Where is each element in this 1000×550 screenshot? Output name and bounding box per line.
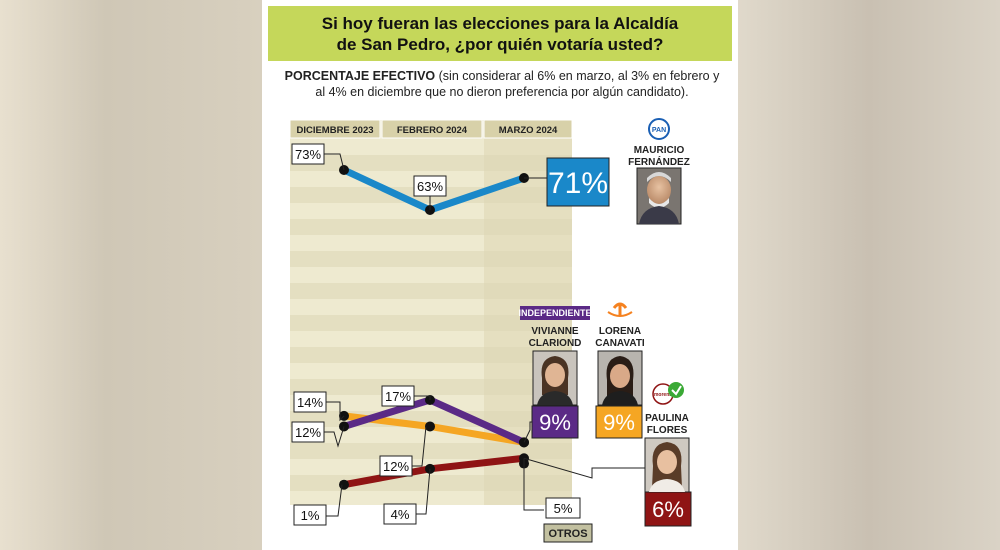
chart-title: Si hoy fueran las elecciones para la Alc…: [321, 13, 679, 54]
blurred-background-right: [738, 0, 1000, 550]
label-clariond-dec-box: [291, 421, 325, 443]
label-canavati-feb: 12%: [383, 459, 409, 474]
label-connector: [412, 426, 427, 467]
label-connector: [326, 401, 345, 422]
canavati-photo: [597, 350, 643, 406]
label-canavati-dec-box: [293, 391, 327, 413]
label-connector: [414, 395, 431, 400]
subtitle-bold: PORCENTAJE EFECTIVO: [284, 69, 436, 83]
label-canavati-final-box: [595, 405, 643, 439]
line-chart: DICIEMBRE 2023 FEBRERO 2024 MARZO 2024 73%…: [289, 118, 692, 543]
mc-logo-icon: [607, 302, 633, 317]
column-header-cell: [381, 119, 483, 139]
otros-name: OTROS: [548, 528, 587, 540]
otros-badge: [543, 523, 593, 543]
grid-band: [290, 475, 572, 491]
label-flores-dec-box: [293, 504, 327, 526]
grid-band: [290, 347, 572, 363]
label-flores-feb: 4%: [391, 507, 410, 522]
clariond-party: INDEPENDIENTE: [518, 308, 591, 318]
infographic-card: Si hoy fueran las elecciones para la Alc…: [262, 0, 738, 550]
x-tick-label: FEBRERO 2024: [397, 125, 468, 136]
title-banner: Si hoy fueran las elecciones para la Alc…: [268, 6, 732, 61]
grid-band: [290, 283, 572, 299]
data-point-flores: [339, 479, 349, 490]
label-fernandez-dec: 73%: [295, 147, 321, 162]
label-flores-final-box: [644, 491, 692, 527]
label-clariond-final-box: [531, 405, 579, 439]
value-labels: 73% 63% 71% 14% 12% 17% 12% 1% 4% 9% 9% 6% 5% OTROS: [291, 143, 692, 543]
label-connector: [326, 484, 343, 517]
label-otros-final-box: [545, 497, 581, 519]
label-connector: [416, 468, 431, 515]
label-clariond-final: 9%: [539, 410, 571, 435]
label-clariond-dec: 12%: [295, 425, 321, 440]
label-connector: [523, 457, 647, 479]
svg-text:PAN: PAN: [652, 127, 666, 134]
blurred-background-left: [0, 0, 262, 550]
label-canavati-feb-box: [379, 455, 413, 477]
clariond-name-line2: CLARIOND: [529, 338, 582, 349]
grid-band: [290, 219, 572, 235]
data-point-canavati: [425, 421, 435, 432]
label-connector: [523, 458, 544, 511]
column-header-cell: [289, 119, 381, 139]
label-flores-feb-box: [383, 503, 417, 525]
label-fernandez-final-box: [546, 157, 610, 207]
label-canavati-dec: 14%: [297, 395, 323, 410]
grid-band: [290, 379, 572, 395]
chart-subtitle: PORCENTAJE EFECTIVO (sin considerar al 6…: [282, 68, 722, 100]
fernandez-name-line2: FERNÁNDEZ: [628, 155, 690, 168]
column-header-cell: [483, 119, 573, 139]
label-connector: [324, 426, 345, 448]
canavati-name-line1: LORENA: [599, 326, 641, 337]
label-connector: [324, 153, 345, 171]
flores-photo: [644, 437, 690, 493]
independiente-badge: [520, 306, 590, 320]
label-flores-dec: 1%: [301, 508, 320, 523]
clariond-name-line1: VIVIANNE: [531, 326, 579, 337]
subtitle-rest: (sin considerar al 6% en marzo, al 3% en…: [315, 69, 720, 99]
x-tick-label: MARZO 2024: [499, 125, 558, 136]
pan-logo-icon: PAN: [648, 118, 670, 140]
x-tick-label: DICIEMBRE 2023: [296, 125, 373, 136]
label-otros-final: 5%: [554, 501, 573, 516]
flores-name-line1: PAULINA: [645, 413, 689, 424]
canavati-name-line2: CANAVATI: [595, 338, 645, 349]
column-headers: DICIEMBRE 2023 FEBRERO 2024 MARZO 2024: [289, 119, 573, 139]
flores-name-line2: FLORES: [647, 425, 688, 436]
label-fernandez-dec-box: [291, 143, 325, 165]
svg-text:morena: morena: [654, 392, 672, 398]
grid-band: [290, 315, 572, 331]
label-clariond-feb-box: [381, 385, 415, 407]
morena-pvem-logo-icon: morena: [652, 382, 684, 405]
fernandez-photo: [636, 167, 682, 225]
grid-band: [290, 155, 572, 171]
clariond-photo: [532, 350, 578, 406]
label-fernandez-feb: 63%: [417, 179, 443, 194]
fernandez-name-line1: MAURICIO: [634, 145, 685, 156]
label-canavati-final: 9%: [603, 410, 635, 435]
label-clariond-feb: 17%: [385, 389, 411, 404]
grid-band: [290, 251, 572, 267]
grid-band: [290, 443, 572, 459]
label-fernandez-feb-box: [413, 175, 447, 197]
label-flores-final: 6%: [652, 497, 684, 522]
label-fernandez-final: 71%: [548, 167, 608, 200]
